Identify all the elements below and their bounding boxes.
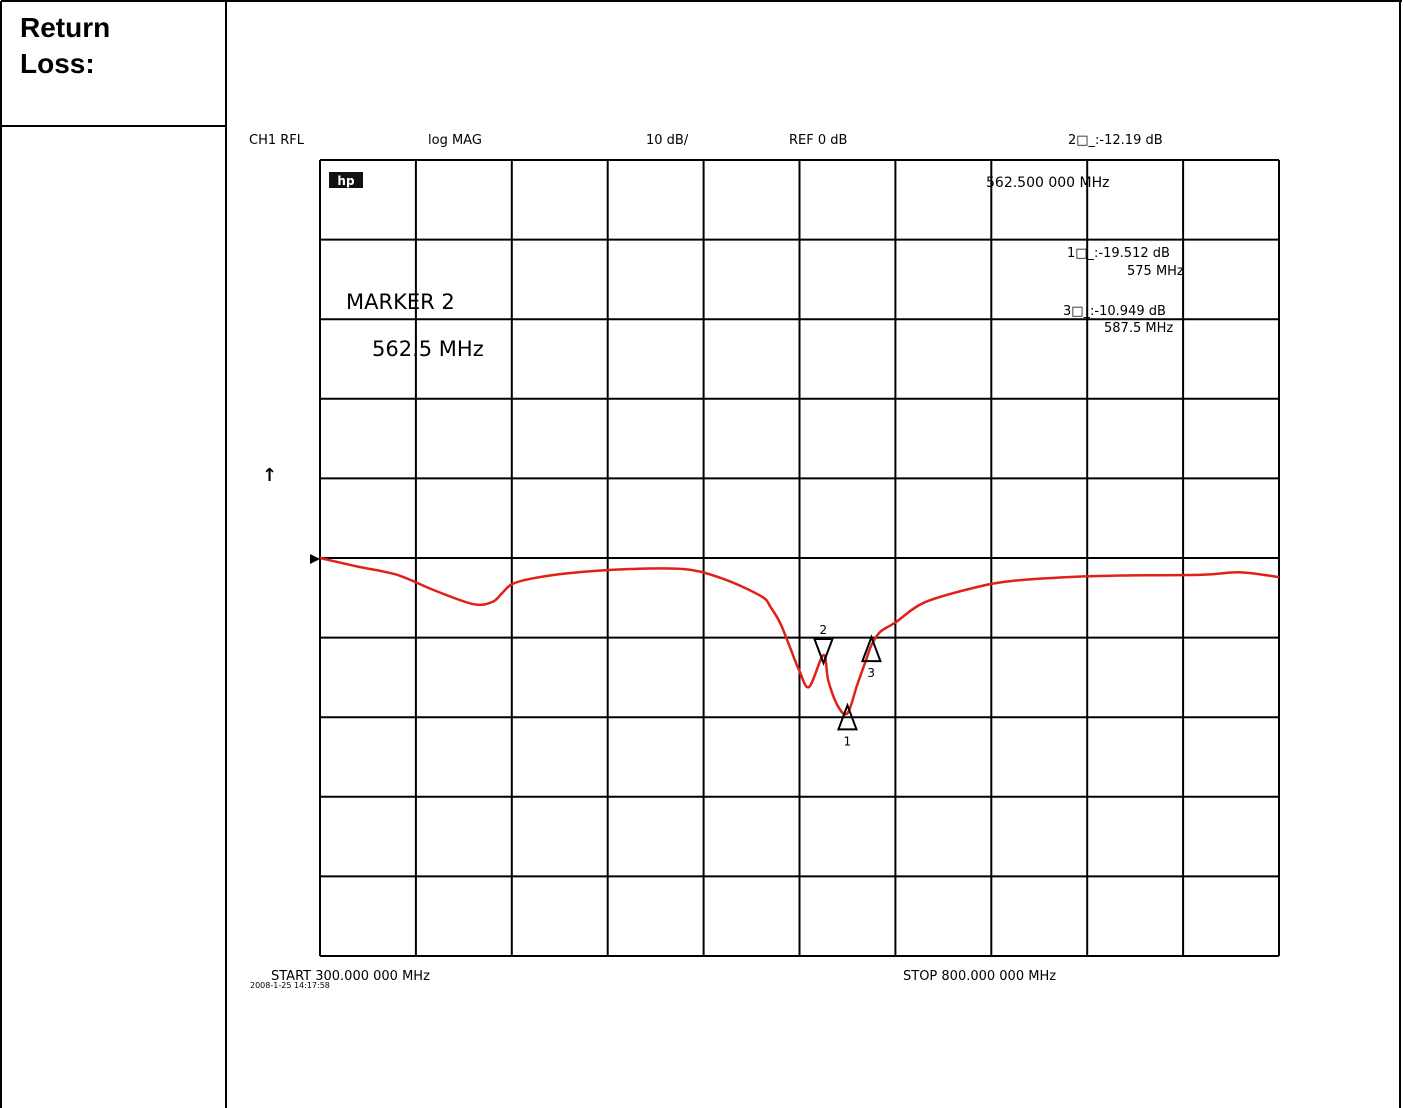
marker-3-readout: 3□_:-10.949 dB — [1063, 304, 1166, 319]
hp-logo: hp — [329, 172, 363, 188]
return-loss-heading: Return Loss: — [20, 12, 111, 79]
reference-label: REF 0 dB — [789, 133, 847, 148]
reference-position-marker — [310, 554, 320, 564]
annotation-line-2: 562.5 MHz — [372, 337, 484, 361]
marker-1: 1 — [837, 702, 858, 748]
plot-grid — [319, 159, 1280, 957]
marker-annotation: MARKER 2 562.5 MHz — [346, 290, 484, 361]
timestamp: 2008-1-25 14:17:58 — [250, 981, 330, 990]
marker-2-label: 2 — [819, 623, 827, 637]
scale-label: 10 dB/ — [646, 133, 689, 148]
stop-frequency: STOP 800.000 000 MHz — [903, 969, 1056, 984]
marker-1-triangle — [837, 702, 858, 731]
marker-2-triangle — [813, 638, 834, 666]
marker-3-triangle — [860, 634, 882, 663]
trace-layer — [319, 556, 1280, 716]
format-label: log MAG — [428, 133, 482, 148]
marker-1-readout: 1□_:-19.512 dB — [1067, 246, 1170, 261]
active-marker-readout: 2□_:-12.19 dB — [1068, 133, 1163, 148]
marker-3-label: 3 — [867, 666, 875, 680]
marker-2: 2 — [813, 623, 834, 666]
scale-arrow-icon: ↑ — [262, 465, 277, 486]
return-loss-trace — [319, 556, 1280, 716]
annotation-line-1: MARKER 2 — [346, 290, 455, 314]
channel-label: CH1 RFL — [249, 133, 305, 148]
marker-3: 3 — [860, 634, 882, 680]
instrument-header: CH1 RFL log MAG 10 dB/ REF 0 dB 2□_:-12.… — [249, 133, 1163, 148]
start-frequency: START 300.000 000 MHz — [271, 969, 430, 984]
hp-logo-text: hp — [337, 174, 355, 188]
marker-1-label: 1 — [843, 734, 851, 748]
marker-layer: 1 2 3 — [813, 623, 882, 748]
active-marker-frequency: 562.500 000 MHz — [986, 175, 1109, 191]
marker-readouts: 1□_:-19.512 dB 575 MHz 3□_:-10.949 dB 58… — [1063, 246, 1184, 336]
marker-1-freq: 575 MHz — [1127, 264, 1184, 279]
instrument-footer: START 300.000 000 MHz 2008-1-25 14:17:58… — [250, 969, 1056, 990]
marker-3-freq: 587.5 MHz — [1104, 321, 1173, 336]
